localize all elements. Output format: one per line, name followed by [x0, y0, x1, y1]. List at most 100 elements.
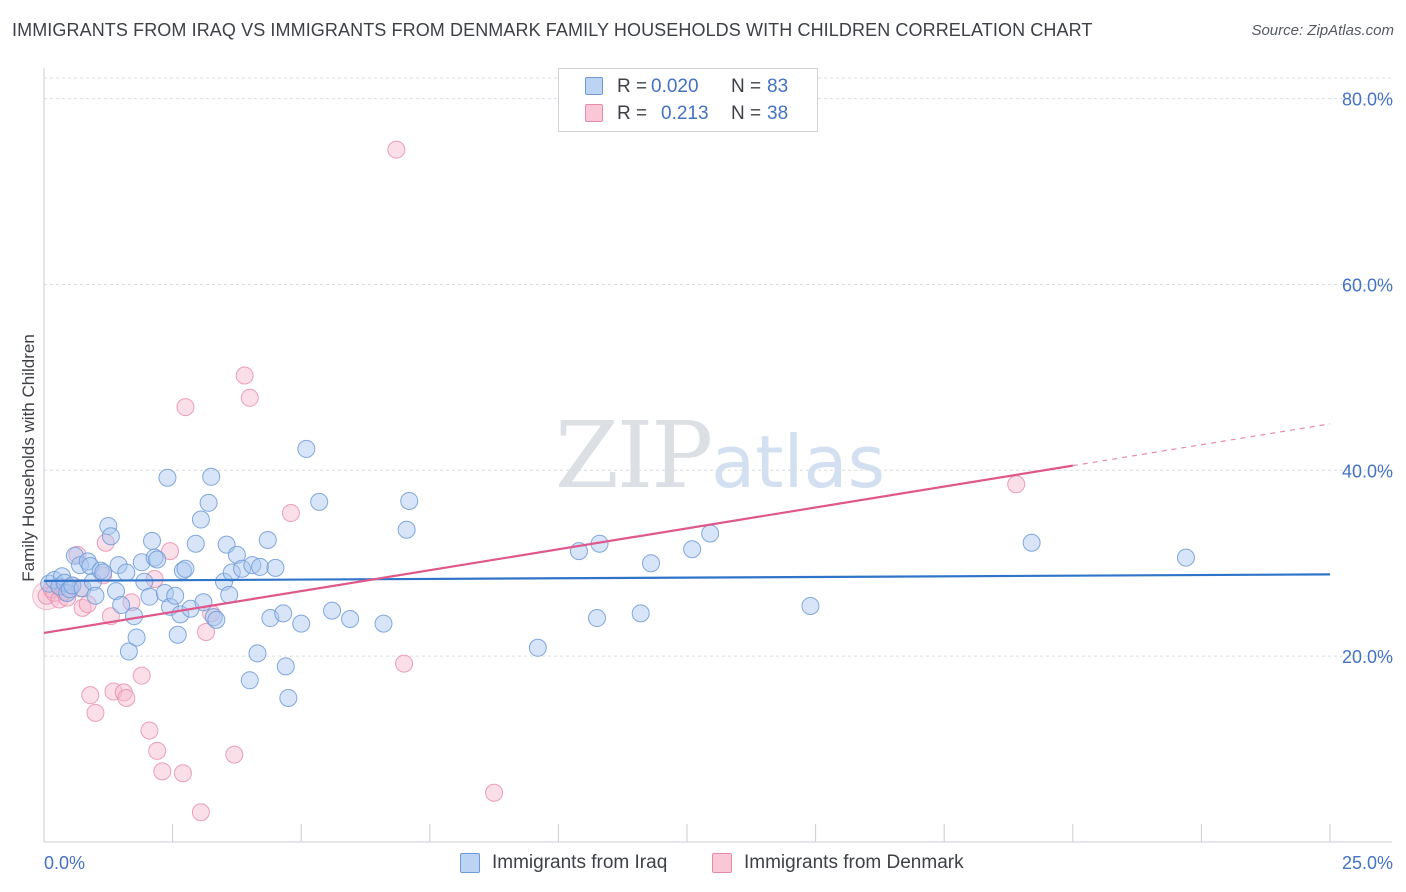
- iraq-point: [143, 531, 162, 550]
- iraq-point: [243, 556, 262, 575]
- denmark-point: [197, 622, 216, 641]
- iraq-point: [400, 491, 419, 510]
- trend-lines: [43, 423, 1331, 635]
- iraq-point: [341, 609, 360, 628]
- denmark-points: [32, 140, 1026, 822]
- denmark-point: [191, 803, 210, 822]
- legend-r-label-iraq: R =: [617, 76, 648, 97]
- iraq-point: [310, 492, 329, 511]
- correlation-legend: R = 0.020 N = 83 R = 0.213 N = 38: [558, 68, 818, 132]
- denmark-point: [148, 741, 167, 760]
- legend-r-value-denmark: 0.213: [661, 103, 709, 124]
- iraq-point: [140, 587, 159, 606]
- watermark-zip: ZIP: [555, 402, 713, 509]
- iraq-point: [587, 609, 606, 628]
- iraq-point: [227, 545, 246, 564]
- iraq-point: [258, 530, 277, 549]
- bottom-legend-swatch-iraq: [460, 853, 480, 873]
- y-tick-label: 20.0%: [1342, 647, 1393, 667]
- iraq-point: [204, 608, 223, 627]
- denmark-point: [395, 654, 414, 673]
- denmark-point: [161, 542, 180, 561]
- iraq-point: [528, 638, 547, 657]
- x-tick-label: 25.0%: [1342, 853, 1393, 873]
- legend-r-label-denmark: R =: [617, 103, 648, 124]
- iraq-point: [109, 556, 128, 575]
- y-tick-label: 80.0%: [1342, 90, 1393, 110]
- denmark-point: [145, 570, 164, 589]
- legend-n-value-iraq: 83: [767, 76, 789, 97]
- iraq-point: [119, 642, 138, 661]
- denmark-point: [1007, 475, 1026, 494]
- legend-swatch-denmark: [585, 104, 603, 122]
- legend-n-label-iraq: N =: [731, 76, 762, 97]
- iraq-point: [166, 586, 185, 605]
- iraq-point: [240, 671, 259, 690]
- iraq-point: [125, 607, 144, 626]
- iraq-point: [233, 559, 252, 578]
- watermark-atlas: atlas: [711, 420, 886, 504]
- iraq-point: [168, 625, 187, 644]
- denmark-point: [140, 721, 159, 740]
- iraq-point: [186, 534, 205, 553]
- denmark-point: [240, 388, 259, 407]
- iraq-point: [191, 510, 210, 529]
- denmark-point: [173, 764, 192, 783]
- iraq-point: [631, 604, 650, 623]
- watermark: ZIPatlas: [555, 402, 885, 509]
- bottom-legend-swatch-denmark: [712, 853, 732, 873]
- iraq-point: [701, 524, 720, 543]
- iraq-point: [202, 467, 221, 486]
- iraq-point: [251, 557, 270, 576]
- iraq-point: [176, 559, 195, 578]
- x-tick-label: 0.0%: [44, 853, 85, 873]
- chart-title: IMMIGRANTS FROM IRAQ VS IMMIGRANTS FROM …: [12, 20, 1093, 40]
- iraq-point: [297, 439, 316, 458]
- iraq-point: [158, 468, 177, 487]
- iraq-point: [279, 688, 298, 707]
- iraq-point: [323, 601, 342, 620]
- denmark-point: [281, 504, 300, 523]
- denmark-point: [176, 398, 195, 417]
- legend-swatch-iraq: [585, 77, 603, 95]
- denmark-point: [81, 686, 100, 705]
- denmark-point: [117, 688, 136, 707]
- iraq-point: [86, 586, 105, 605]
- iraq-point: [207, 610, 226, 629]
- iraq-trend-line: [43, 573, 1331, 582]
- denmark-trend-line: [43, 464, 1073, 635]
- iraq-point: [801, 596, 820, 615]
- iraq-point: [1022, 533, 1041, 552]
- bottom-legend-label-denmark: Immigrants from Denmark: [744, 852, 964, 873]
- source-credit: Source: ZipAtlas.com: [1251, 22, 1394, 39]
- tick-labels: 20.0% 40.0% 60.0% 80.0% 0.0% 25.0%: [44, 90, 1393, 873]
- denmark-point: [153, 762, 172, 781]
- iraq-point: [99, 517, 118, 536]
- denmark-point: [235, 366, 254, 385]
- axes: [43, 68, 1392, 843]
- iraq-point: [292, 614, 311, 633]
- iraq-point: [641, 554, 660, 573]
- legend-n-label-denmark: N =: [731, 103, 762, 124]
- y-axis-label: Family Households with Children: [19, 334, 38, 582]
- denmark-point: [132, 666, 151, 685]
- iraq-point: [94, 563, 113, 582]
- iraq-point: [1176, 548, 1195, 567]
- iraq-point: [374, 614, 393, 633]
- iraq-point: [117, 563, 136, 582]
- iraq-point: [112, 596, 131, 615]
- iraq-point: [107, 582, 126, 601]
- iraq-point: [155, 583, 174, 602]
- denmark-point: [485, 783, 504, 802]
- y-tick-label: 40.0%: [1342, 461, 1393, 481]
- y-tick-label: 60.0%: [1342, 275, 1393, 295]
- iraq-point: [276, 657, 295, 676]
- iraq-point: [274, 604, 293, 623]
- iraq-point: [101, 527, 120, 546]
- iraq-point: [148, 550, 167, 569]
- iraq-point: [683, 540, 702, 559]
- iraq-point: [127, 628, 146, 647]
- iraq-point: [91, 561, 110, 580]
- denmark-point: [86, 703, 105, 722]
